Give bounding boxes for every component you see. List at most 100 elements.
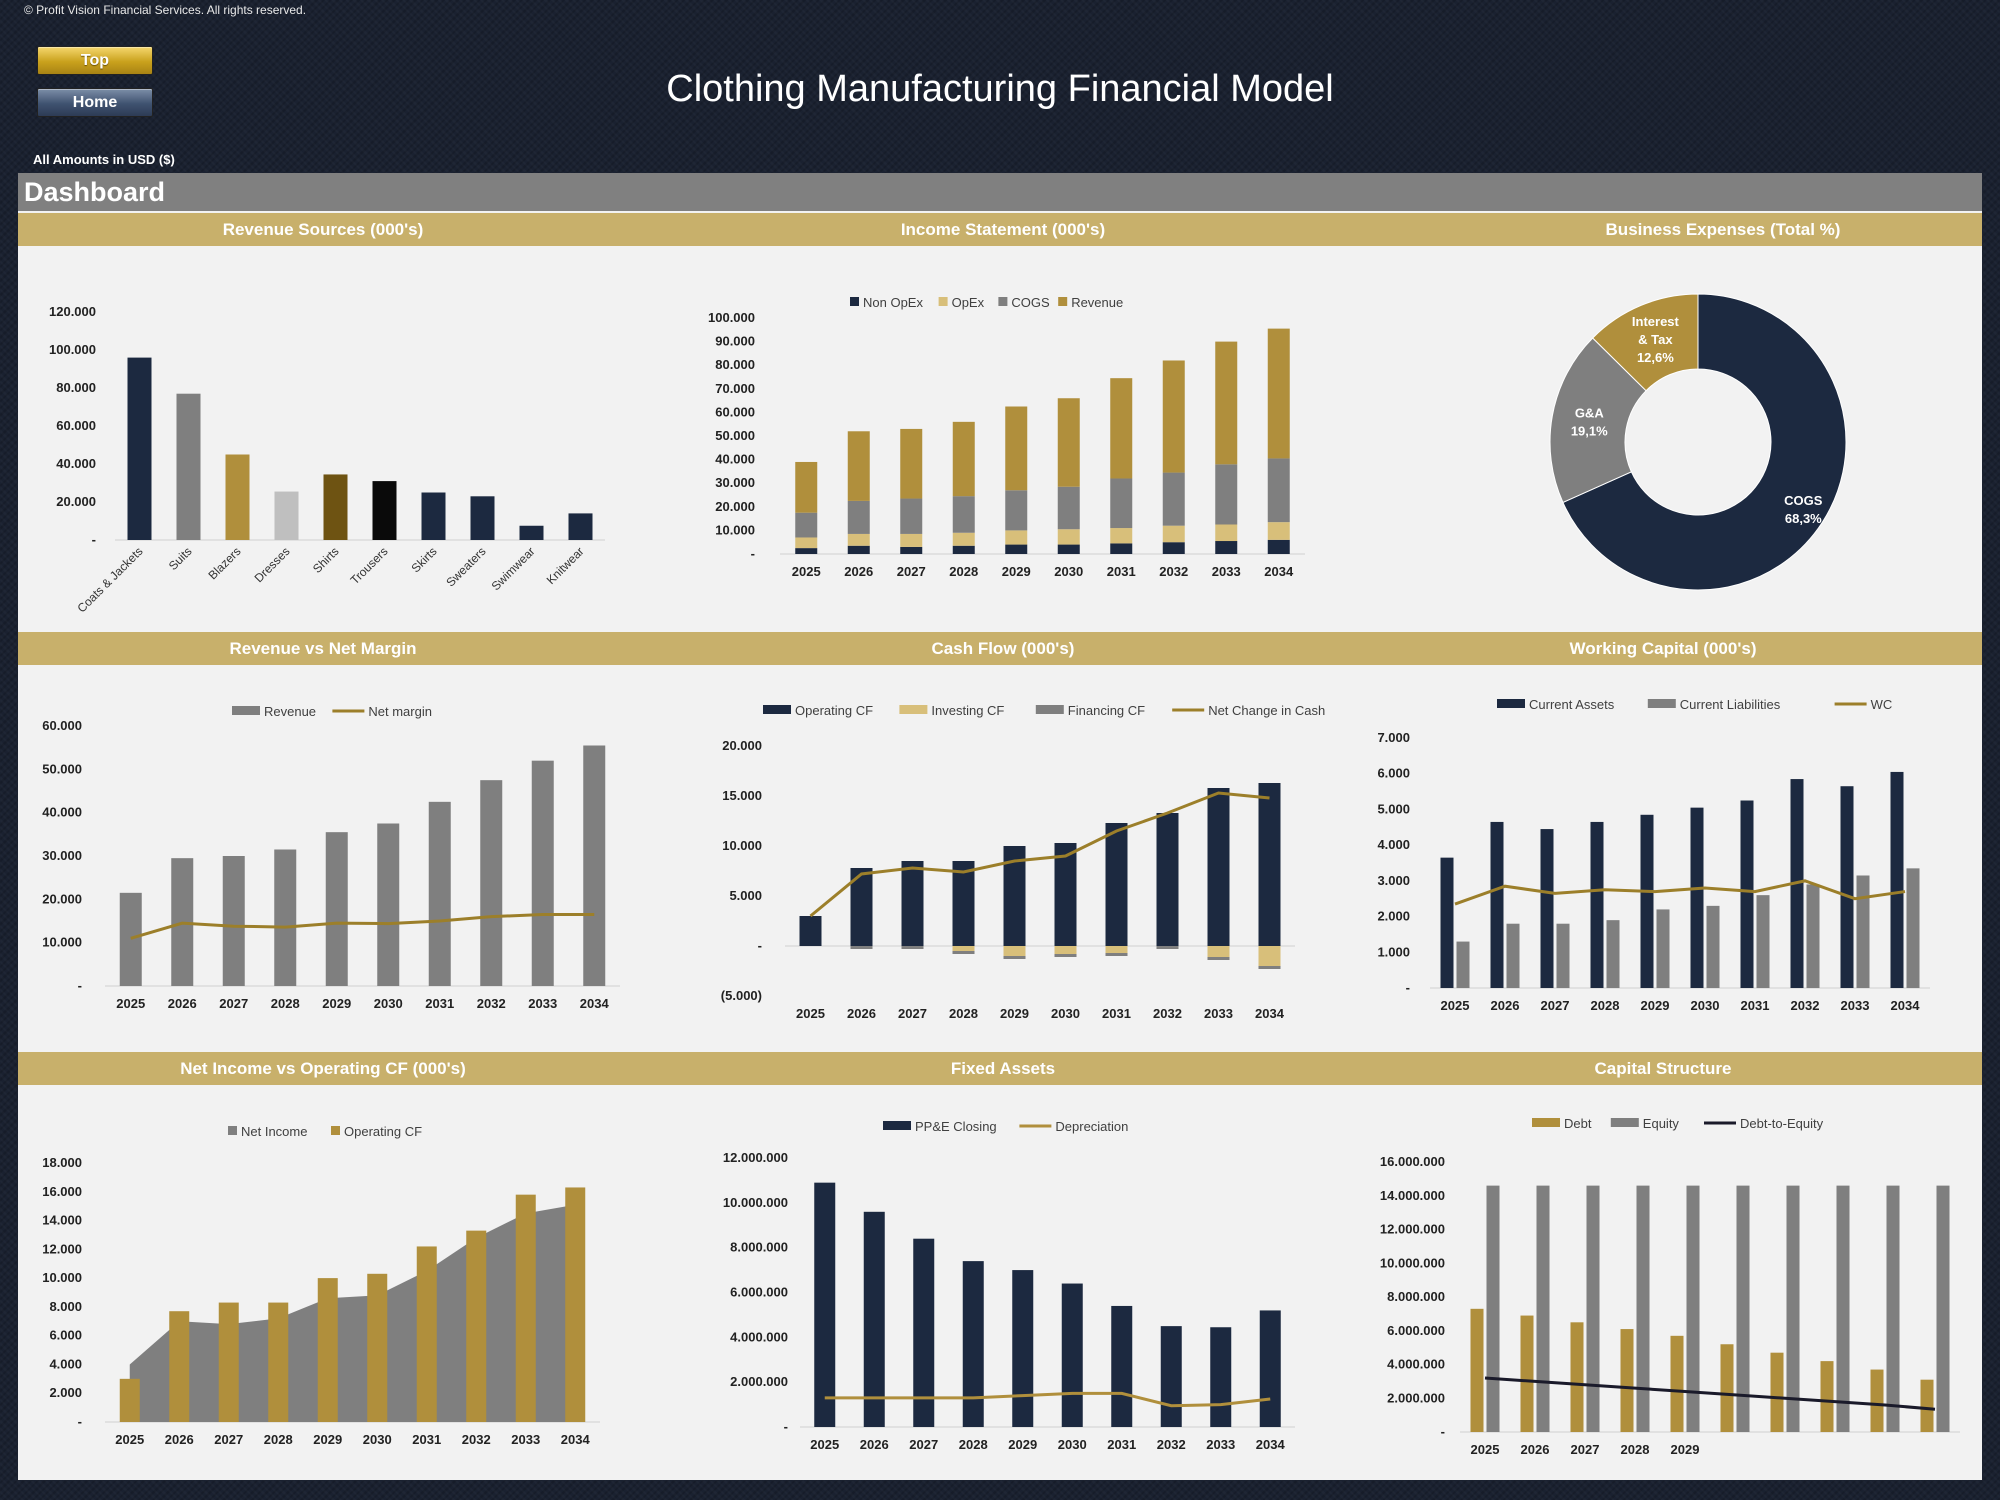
- stacked-bar-segment: [795, 512, 818, 538]
- x-tick-label: 2033: [511, 1432, 540, 1447]
- bar: [428, 801, 451, 986]
- bar: [1606, 920, 1620, 988]
- x-tick-label: 2026: [847, 1006, 876, 1021]
- slice-name-label: G&A: [1575, 405, 1605, 420]
- bar: [222, 856, 245, 986]
- bar: [268, 1302, 289, 1422]
- chart-title: Income Statement (000's): [900, 220, 1106, 239]
- x-tick-label: 2029: [1000, 1006, 1029, 1021]
- stacked-bar-segment: [1110, 478, 1133, 529]
- top-button[interactable]: Top: [37, 46, 153, 75]
- x-tick-label: Blazers: [205, 544, 243, 582]
- x-tick-label: 2030: [1691, 998, 1720, 1013]
- x-tick-label: 2025: [792, 564, 821, 579]
- y-tick-label: 10.000: [722, 838, 762, 853]
- x-tick-label: 2032: [1159, 564, 1188, 579]
- y-tick-label: 20.000: [715, 499, 755, 514]
- bar: [323, 474, 348, 540]
- x-tick-label: Dresses: [252, 544, 293, 585]
- legend-label: Debt-to-Equity: [1740, 1116, 1824, 1131]
- bar: [1520, 1315, 1534, 1432]
- stacked-bar-segment: [952, 532, 975, 546]
- y-tick-label: 6.000.000: [730, 1285, 788, 1300]
- bar: [1836, 1185, 1850, 1432]
- y-tick-label: 12.000.000: [723, 1150, 788, 1165]
- bar: [1806, 884, 1820, 988]
- stacked-bar-segment: [1005, 406, 1028, 491]
- x-tick-label: 2032: [477, 996, 506, 1011]
- y-tick-label: 1.000: [1377, 944, 1410, 959]
- stacked-bar-segment: [795, 537, 818, 549]
- bar: [1706, 905, 1720, 988]
- legend-label: COGS: [1011, 295, 1050, 310]
- y-tick-label: 60.000: [42, 718, 82, 733]
- bar: [1258, 946, 1281, 966]
- x-tick-label: 2026: [860, 1437, 889, 1452]
- bar: [119, 892, 142, 986]
- stacked-bar-segment: [1110, 543, 1133, 554]
- y-tick-label: 7.000: [1377, 730, 1410, 745]
- row1-title-bar: Revenue Sources (000's) Income Statement…: [18, 213, 1982, 246]
- legend-label: Equity: [1643, 1116, 1680, 1131]
- x-tick-label: 2025: [1471, 1442, 1500, 1457]
- bar: [1012, 1270, 1034, 1427]
- x-tick-label: 2028: [1591, 998, 1620, 1013]
- legend-swatch: [232, 706, 260, 715]
- donut-slice: [1549, 337, 1647, 504]
- bar: [274, 491, 299, 540]
- bar: [1207, 957, 1230, 960]
- bar: [1207, 788, 1230, 946]
- home-button[interactable]: Home: [37, 88, 153, 117]
- bar: [1456, 941, 1470, 988]
- y-tick-label: 20.000: [722, 738, 762, 753]
- y-tick-label: 4.000: [1377, 837, 1410, 852]
- stacked-bar-segment: [1215, 541, 1238, 554]
- x-tick-label: 2026: [165, 1432, 194, 1447]
- x-tick-label: 2032: [462, 1432, 491, 1447]
- stacked-bar-segment: [1215, 524, 1238, 542]
- bar: [1003, 846, 1026, 946]
- x-tick-label: 2028: [949, 564, 978, 579]
- x-tick-label: 2026: [1521, 1442, 1550, 1457]
- x-tick-label: 2029: [1002, 564, 1031, 579]
- row3-title-bar: Net Income vs Operating CF (000's) Fixed…: [18, 1052, 1982, 1085]
- bar: [565, 1187, 586, 1422]
- bar: [127, 357, 152, 540]
- bar: [1570, 1322, 1584, 1432]
- stacked-bar-segment: [900, 428, 923, 499]
- x-tick-label: 2032: [1153, 1006, 1182, 1021]
- stacked-bar-segment: [1005, 530, 1028, 545]
- bar: [470, 496, 495, 540]
- x-tick-label: 2029: [322, 996, 351, 1011]
- x-tick-label: 2029: [1641, 998, 1670, 1013]
- page-title: Clothing Manufacturing Financial Model: [666, 68, 1334, 110]
- x-tick-label: 2030: [1054, 564, 1083, 579]
- bar: [1586, 1185, 1600, 1432]
- bar: [568, 513, 593, 540]
- bar: [1636, 1185, 1650, 1432]
- stacked-bar-segment: [847, 533, 870, 546]
- x-tick-label: Sweaters: [443, 544, 488, 589]
- dashboard-header: Dashboard: [18, 173, 1982, 211]
- y-tick-label: 3.000: [1377, 873, 1410, 888]
- x-tick-label: 2030: [1051, 1006, 1080, 1021]
- y-tick-label: -: [758, 938, 762, 953]
- bar: [850, 946, 873, 949]
- y-tick-label: 12.000: [42, 1241, 82, 1256]
- legend-swatch: [1647, 699, 1676, 708]
- bar: [1054, 946, 1077, 954]
- bar: [1440, 857, 1454, 988]
- stacked-bar-segment: [900, 498, 923, 534]
- area-series: [129, 1204, 576, 1422]
- y-tick-label: 6.000: [49, 1328, 82, 1343]
- bar: [1054, 843, 1077, 946]
- y-tick-label: 10.000: [715, 522, 755, 537]
- bar: [218, 1302, 239, 1422]
- bar: [1105, 953, 1128, 956]
- bar: [515, 1194, 536, 1422]
- bar: [1856, 875, 1870, 988]
- units-label: All Amounts in USD ($): [33, 152, 175, 167]
- bar: [1936, 1185, 1950, 1432]
- bar: [1156, 813, 1179, 946]
- y-tick-label: -: [1441, 1424, 1445, 1439]
